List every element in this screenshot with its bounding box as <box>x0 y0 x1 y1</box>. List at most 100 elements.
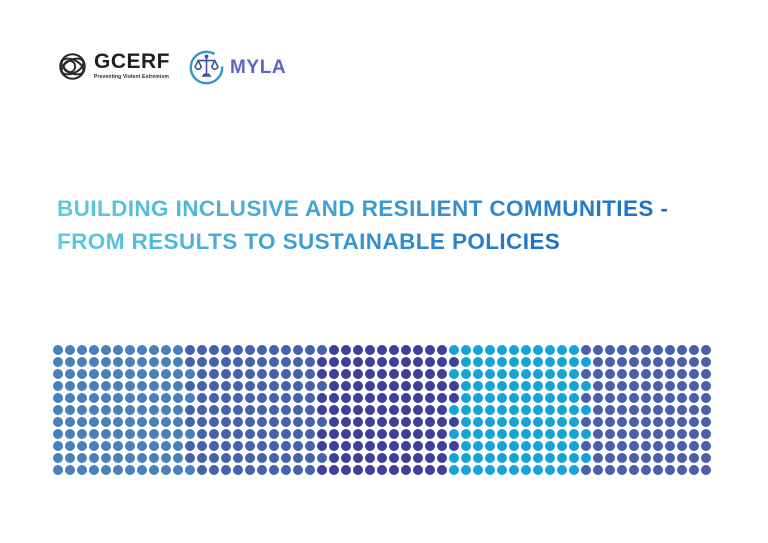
dot <box>605 417 615 427</box>
dot <box>689 465 699 475</box>
dot <box>677 453 687 463</box>
dot <box>593 369 603 379</box>
dot <box>401 453 411 463</box>
dot <box>257 417 267 427</box>
dot <box>701 381 711 391</box>
dot <box>53 345 63 355</box>
dot <box>461 465 471 475</box>
dot <box>281 429 291 439</box>
dot <box>113 417 123 427</box>
dot <box>485 465 495 475</box>
dot <box>173 405 183 415</box>
dot <box>497 345 507 355</box>
dot <box>341 345 351 355</box>
dot <box>677 369 687 379</box>
dot <box>449 345 459 355</box>
dot <box>197 369 207 379</box>
dot <box>137 393 147 403</box>
dot <box>209 417 219 427</box>
dot <box>485 393 495 403</box>
dot <box>401 441 411 451</box>
dot <box>365 429 375 439</box>
dot <box>269 417 279 427</box>
dot <box>461 429 471 439</box>
dot <box>173 345 183 355</box>
dot <box>221 453 231 463</box>
dot <box>437 417 447 427</box>
dot <box>161 441 171 451</box>
dot <box>437 405 447 415</box>
dot <box>593 453 603 463</box>
page-title: BUILDING INCLUSIVE AND RESILIENT COMMUNI… <box>57 192 668 258</box>
dot <box>581 465 591 475</box>
dot <box>701 429 711 439</box>
dot <box>557 369 567 379</box>
dot <box>605 381 615 391</box>
dot <box>341 357 351 367</box>
dot <box>413 453 423 463</box>
dot <box>545 429 555 439</box>
dot <box>365 465 375 475</box>
dot <box>473 465 483 475</box>
dot <box>509 417 519 427</box>
dot <box>77 369 87 379</box>
dot <box>689 429 699 439</box>
dot <box>53 405 63 415</box>
dot <box>149 429 159 439</box>
dot <box>425 393 435 403</box>
dot <box>317 393 327 403</box>
dot <box>137 357 147 367</box>
dot <box>233 369 243 379</box>
dot <box>221 417 231 427</box>
dot <box>701 465 711 475</box>
dot <box>629 369 639 379</box>
dot <box>269 357 279 367</box>
dot <box>101 369 111 379</box>
dot <box>533 345 543 355</box>
dot <box>77 357 87 367</box>
dot <box>485 441 495 451</box>
dot <box>89 393 99 403</box>
dot <box>401 393 411 403</box>
dot <box>641 357 651 367</box>
dot <box>89 429 99 439</box>
gcerf-wordmark-block: GCERF Preventing Violent Extremism <box>94 51 170 81</box>
dot <box>149 369 159 379</box>
dot <box>377 453 387 463</box>
dot <box>581 393 591 403</box>
dot <box>593 381 603 391</box>
dot <box>185 465 195 475</box>
dot <box>665 429 675 439</box>
dot <box>137 429 147 439</box>
dot <box>197 453 207 463</box>
dot <box>701 441 711 451</box>
dot <box>341 369 351 379</box>
dot <box>653 453 663 463</box>
dot <box>557 429 567 439</box>
dot <box>653 369 663 379</box>
dot <box>593 357 603 367</box>
dot <box>533 429 543 439</box>
dot <box>269 441 279 451</box>
dot <box>149 417 159 427</box>
dot <box>125 453 135 463</box>
dot <box>449 453 459 463</box>
dot <box>149 465 159 475</box>
dot <box>317 357 327 367</box>
dot <box>581 453 591 463</box>
dot <box>341 417 351 427</box>
dot <box>341 393 351 403</box>
dot <box>557 357 567 367</box>
dot <box>581 429 591 439</box>
dot <box>341 405 351 415</box>
dot <box>701 405 711 415</box>
dot <box>233 441 243 451</box>
dot <box>377 393 387 403</box>
dot <box>293 381 303 391</box>
dot <box>209 441 219 451</box>
dot <box>461 369 471 379</box>
dot <box>89 357 99 367</box>
dot <box>185 405 195 415</box>
dot <box>221 429 231 439</box>
dot <box>173 357 183 367</box>
